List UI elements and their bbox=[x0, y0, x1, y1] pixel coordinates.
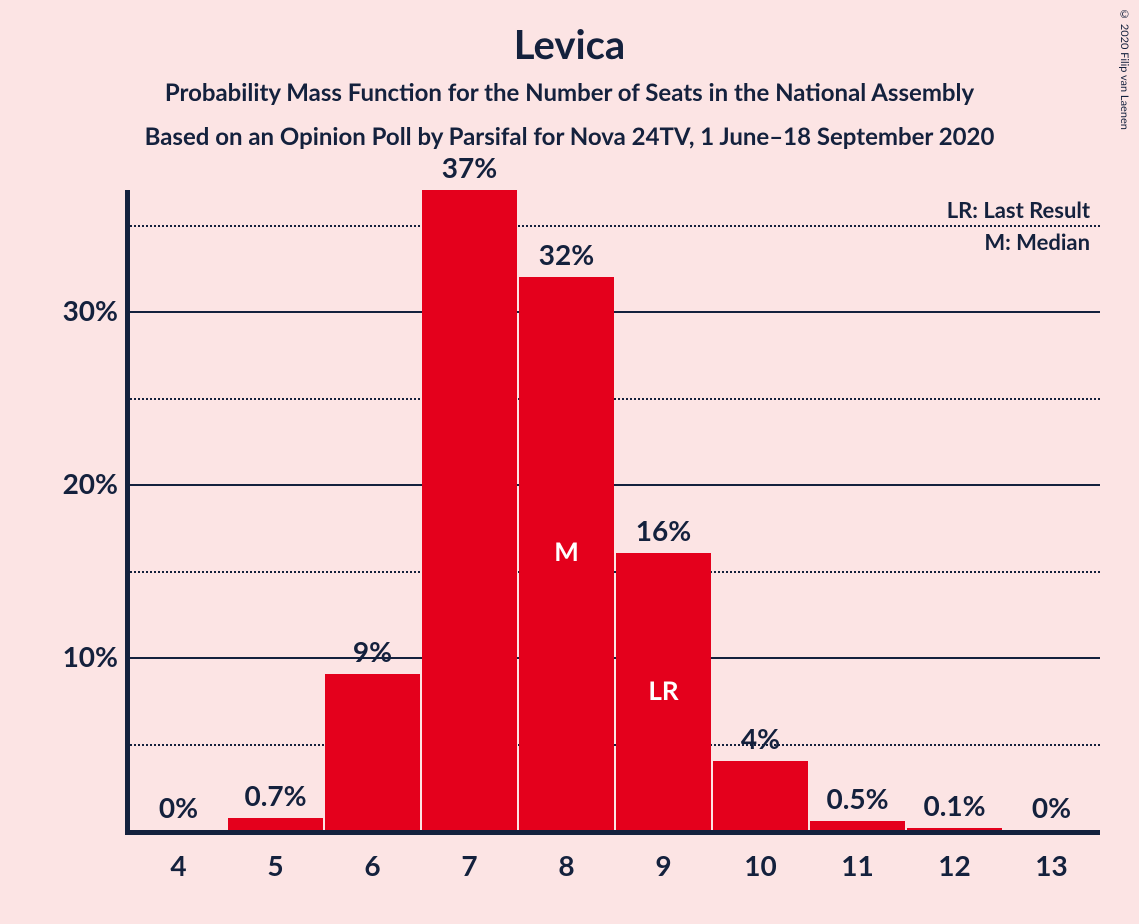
bar bbox=[713, 761, 808, 830]
bar-value-label: 0% bbox=[129, 790, 229, 824]
y-axis-label: 20% bbox=[63, 466, 118, 500]
copyright-text: © 2020 Filip van Laenen bbox=[1118, 8, 1131, 130]
bar bbox=[422, 190, 517, 830]
x-axis-label: 10 bbox=[721, 848, 801, 882]
bar: LR bbox=[616, 553, 711, 830]
y-axis-label: 30% bbox=[63, 293, 118, 327]
bar-value-label: 0.5% bbox=[808, 781, 908, 815]
chart-subtitle-2: Based on an Opinion Poll by Parsifal for… bbox=[0, 122, 1139, 151]
grid-major bbox=[130, 484, 1100, 486]
chart-plot-area: 10%20%30%0%40.7%59%637%7M32%8LR16%94%100… bbox=[130, 190, 1100, 830]
legend-last-result: LR: Last Result bbox=[947, 196, 1090, 223]
x-axis bbox=[125, 830, 1100, 835]
chart-title: Levica bbox=[0, 20, 1139, 68]
grid-minor bbox=[130, 225, 1100, 227]
grid-minor bbox=[130, 398, 1100, 400]
x-axis-label: 7 bbox=[430, 848, 510, 882]
x-axis-label: 11 bbox=[818, 848, 898, 882]
x-axis-label: 4 bbox=[139, 848, 219, 882]
grid-major bbox=[130, 311, 1100, 313]
legend-median: M: Median bbox=[984, 228, 1090, 255]
y-axis-label: 10% bbox=[63, 639, 118, 673]
bar-value-label: 0% bbox=[1002, 790, 1102, 824]
y-axis bbox=[125, 190, 130, 835]
x-axis-label: 13 bbox=[1012, 848, 1092, 882]
x-axis-label: 12 bbox=[915, 848, 995, 882]
bar-value-label: 37% bbox=[420, 150, 520, 184]
bar bbox=[810, 821, 905, 830]
x-axis-label: 6 bbox=[333, 848, 413, 882]
bar bbox=[228, 818, 323, 830]
bar-inner-label: LR bbox=[616, 674, 711, 706]
bar-value-label: 4% bbox=[711, 721, 811, 755]
bar-inner-label: M bbox=[519, 535, 614, 567]
bar-value-label: 16% bbox=[614, 513, 714, 547]
bar-value-label: 9% bbox=[323, 634, 423, 668]
bar-value-label: 0.7% bbox=[226, 778, 326, 812]
bar: M bbox=[519, 277, 614, 831]
bar-value-label: 32% bbox=[517, 237, 617, 271]
x-axis-label: 5 bbox=[236, 848, 316, 882]
x-axis-label: 8 bbox=[527, 848, 607, 882]
chart-subtitle-1: Probability Mass Function for the Number… bbox=[0, 78, 1139, 107]
bar bbox=[325, 674, 420, 830]
x-axis-label: 9 bbox=[624, 848, 704, 882]
bar-value-label: 0.1% bbox=[905, 788, 1005, 822]
